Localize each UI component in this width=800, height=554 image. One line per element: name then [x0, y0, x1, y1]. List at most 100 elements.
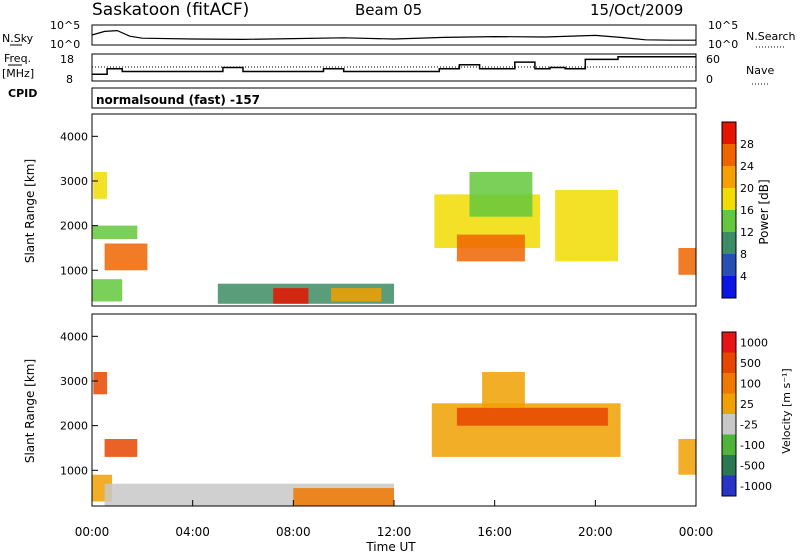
velocity-yticks-ticklabel-1: 2000	[60, 420, 88, 433]
power-plot-region-9	[469, 172, 533, 217]
velocity-plot-region-1	[104, 439, 138, 457]
nave-tick-top: 60	[706, 53, 720, 66]
noise-panel-frame	[91, 24, 697, 46]
power-plot-region-0	[93, 172, 108, 199]
power-cbar-swatch-7	[722, 276, 736, 299]
power-plot-region-8	[456, 234, 525, 262]
velocity-cbar-ticklabel-7: -1000	[740, 480, 772, 493]
velocity-cbar-ticklabel-1: 500	[740, 357, 761, 370]
noise-right-tick-top: 10^5	[708, 19, 738, 32]
velocity-colorbar: 1000 500 100 25 -25 -100 -500 -1000	[721, 331, 772, 497]
power-yticks-ticklabel-1: 2000	[60, 220, 88, 233]
velocity-plot-region-6	[456, 407, 608, 426]
cpid-label: CPID	[8, 87, 37, 100]
noise-left-label: N.Sky	[2, 32, 34, 45]
power-cbar-swatch-0	[722, 122, 736, 145]
freq-series-line	[92, 55, 696, 76]
nave-tick-bottom: 0	[706, 73, 713, 86]
station-title: Saskatoon (fitACF)	[92, 0, 249, 20]
freq-label-2: [MHz]	[2, 67, 34, 80]
power-colorbar: 4 8 12 16 20 24 28	[721, 121, 754, 299]
x-ticklabel-4: 16:00	[477, 525, 512, 539]
velocity-cbar-ticklabel-2: 100	[740, 377, 761, 390]
velocity-yticks-ticklabel-3: 4000	[60, 330, 88, 343]
x-ticklabel-6: 00:00	[679, 525, 714, 539]
freq-tick-bottom: 8	[66, 73, 73, 86]
noise-line	[91, 29, 696, 41]
velocity-colorbar-label: Velocity [m s⁻¹]	[780, 368, 793, 453]
power-y-axis: 1000 2000 3000 4000	[60, 130, 98, 277]
velocity-cbar-swatch-2	[722, 373, 736, 394]
velocity-plot-region-0	[93, 372, 108, 395]
x-axis-label: Time UT	[365, 540, 416, 554]
power-yticks-ticklabel-0: 1000	[60, 264, 88, 277]
noise-right-tick-bottom: 10^0	[708, 38, 738, 51]
velocity-yticks-ticklabel-0: 1000	[60, 464, 88, 477]
velocity-cbar-swatch-4	[722, 414, 736, 435]
cpid-program: normalsound (fast) -157	[96, 93, 260, 107]
velocity-cbar-swatch-3	[722, 393, 736, 415]
power-plot-region-11	[678, 248, 696, 275]
velocity-plot-region-7	[482, 372, 525, 408]
velocity-cbar-swatch-5	[722, 434, 736, 456]
velocity-plot-region-8	[678, 439, 696, 475]
power-plot-region-1	[92, 225, 138, 239]
power-cbar-swatch-2	[722, 166, 736, 189]
x-ticklabel-1: 04:00	[175, 525, 210, 539]
velocity-y-label: Slant Range [km]	[23, 359, 37, 463]
power-yticks-ticklabel-2: 3000	[60, 175, 88, 188]
velocity-cbar-frame	[721, 331, 737, 497]
power-cbar-swatch-3	[722, 188, 736, 211]
power-heatmap	[92, 172, 696, 304]
x-ticklabel-0: 00:00	[75, 525, 110, 539]
x-ticklabel-2: 08:00	[276, 525, 311, 539]
power-yticks-ticklabel-3: 4000	[60, 130, 88, 143]
velocity-heatmap	[92, 372, 696, 506]
date-title: 15/Oct/2009	[590, 1, 683, 19]
freq-line	[92, 55, 696, 76]
power-cbar-ticklabel-2: 12	[740, 226, 754, 239]
velocity-cbar-swatch-6	[722, 455, 736, 476]
velocity-cbar-swatch-1	[722, 352, 736, 374]
noise-right-label: N.Search	[746, 30, 796, 43]
beam-title: Beam 05	[355, 1, 422, 19]
power-cbar-frame	[721, 121, 737, 299]
velocity-yticks-ticklabel-2: 3000	[60, 375, 88, 388]
x-ticklabel-5: 20:00	[578, 525, 613, 539]
power-cbar-ticklabel-4: 20	[740, 182, 754, 195]
power-cbar-ticklabel-0: 4	[740, 270, 747, 283]
power-plot-region-10	[555, 189, 618, 262]
power-plot-region-2	[104, 243, 148, 271]
power-cbar-swatch-1	[722, 144, 736, 167]
freq-label-1: Freq.	[4, 52, 31, 65]
power-cbar-ticklabel-3: 16	[740, 204, 754, 217]
velocity-cbar-ticklabel-5: -100	[740, 439, 765, 452]
power-cbar-ticklabel-5: 24	[740, 160, 754, 173]
velocity-y-axis: 1000 2000 3000 4000	[60, 330, 98, 477]
cpid-panel-frame	[91, 87, 697, 109]
power-panel-frame	[91, 113, 697, 307]
power-plot-region-3	[92, 279, 123, 302]
velocity-cbar-ticklabel-0: 1000	[740, 336, 768, 349]
power-colorbar-label: Power [dB]	[757, 179, 771, 244]
power-cbar-ticklabel-1: 8	[740, 248, 747, 261]
nave-label: Nave	[746, 64, 774, 77]
x-ticklabel-3: 12:00	[377, 525, 412, 539]
power-plot-region-5	[273, 288, 309, 304]
power-y-label: Slant Range [km]	[23, 159, 37, 263]
power-cbar-swatch-4	[722, 210, 736, 233]
velocity-cbar-swatch-7	[722, 475, 736, 497]
velocity-plot-region-4	[293, 488, 394, 506]
power-cbar-swatch-6	[722, 254, 736, 277]
power-cbar-swatch-5	[722, 232, 736, 255]
velocity-cbar-ticklabel-4: -25	[740, 418, 758, 431]
velocity-cbar-ticklabel-6: -500	[740, 459, 765, 472]
noise-left-tick-bottom: 10^0	[50, 38, 80, 51]
velocity-cbar-swatch-0	[722, 332, 736, 353]
x-axis: 00:00 04:00 08:00 12:00 16:00 20:00 00:00	[75, 500, 714, 539]
power-plot-region-6	[331, 288, 382, 302]
power-cbar-ticklabel-6: 28	[740, 138, 754, 151]
freq-tick-top: 18	[60, 53, 74, 66]
velocity-cbar-ticklabel-3: 25	[740, 398, 754, 411]
